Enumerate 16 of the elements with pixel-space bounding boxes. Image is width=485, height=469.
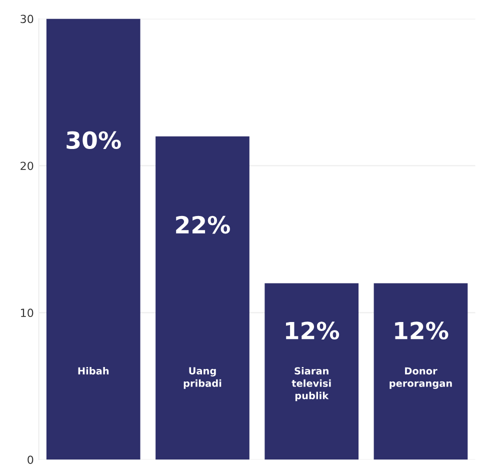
bar — [374, 283, 468, 460]
data-label: 12% — [395, 322, 448, 340]
x-tick-label: Hibah — [78, 367, 109, 375]
data-label: 12% — [286, 322, 340, 340]
y-tick-label: 30 — [20, 14, 34, 24]
data-label: 22% — [176, 216, 230, 234]
data-label: 30% — [66, 131, 121, 150]
y-tick-label: 20 — [20, 162, 34, 170]
y-tick-label: 0 — [28, 456, 34, 464]
y-tick-label: 10 — [21, 308, 34, 318]
x-tick-label: Donor perorangan — [390, 367, 452, 389]
x-tick-label: Siaran televisi publik — [292, 367, 331, 402]
bar — [156, 136, 250, 460]
bar — [264, 283, 359, 460]
x-tick-label: Uang pribadi — [184, 367, 222, 389]
bar — [46, 18, 140, 460]
